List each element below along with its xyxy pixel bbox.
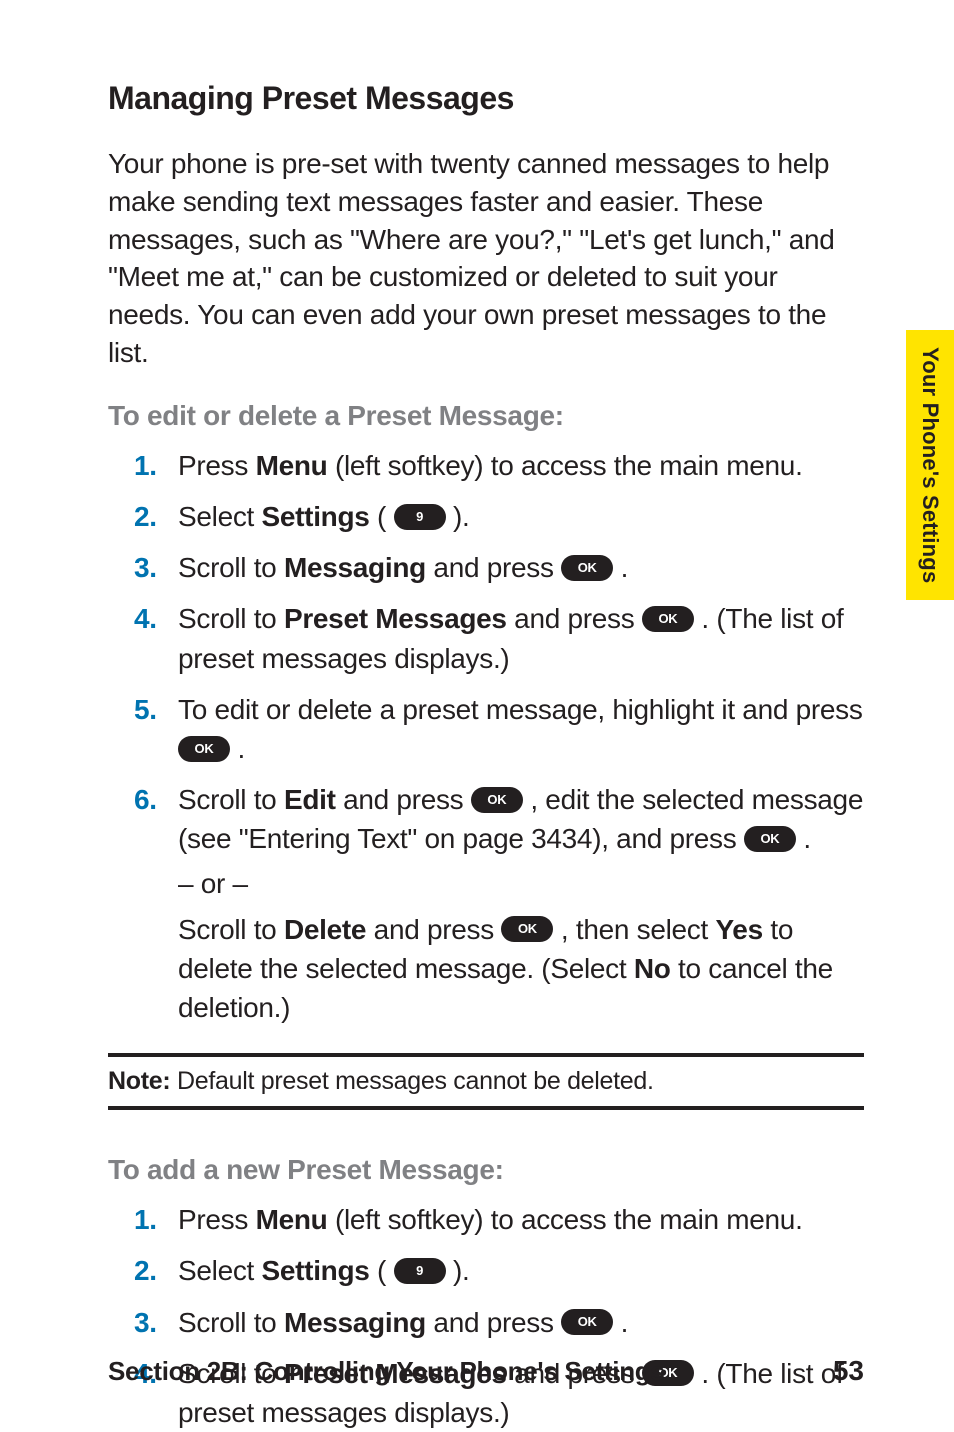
step-number: 4.	[134, 599, 157, 638]
bold-delete: Delete	[284, 914, 366, 945]
step-text: ).	[446, 1255, 470, 1286]
key-ok-icon: OK	[561, 555, 613, 581]
step-number: 5.	[134, 690, 157, 729]
key-ok-icon: OK	[642, 606, 694, 632]
step-number: 6.	[134, 780, 157, 819]
step-4: 4. Scroll to Preset Messages and press O…	[134, 599, 864, 677]
step-number: 3.	[134, 548, 157, 587]
side-tab-label: Your Phone's Settings	[917, 347, 943, 583]
bold-yes: Yes	[715, 914, 762, 945]
step-text: To edit or delete a preset message, high…	[178, 694, 863, 725]
step-1: 1. Press Menu (left softkey) to access t…	[134, 446, 864, 485]
step-5: 5. To edit or delete a preset message, h…	[134, 690, 864, 768]
steps-add-new: 1. Press Menu (left softkey) to access t…	[108, 1200, 864, 1432]
note-box: Note: Default preset messages cannot be …	[108, 1053, 864, 1110]
step-text: .	[613, 1307, 628, 1338]
step-text: and press	[426, 552, 561, 583]
step-number: 2.	[134, 497, 157, 536]
page-number: 53	[833, 1355, 864, 1387]
step-text: , then select	[553, 914, 715, 945]
section-heading: Managing Preset Messages	[108, 80, 864, 117]
step-text: (	[370, 1255, 394, 1286]
step-text: .	[230, 733, 245, 764]
bold-messaging: Messaging	[284, 552, 426, 583]
step-text: and press	[336, 784, 471, 815]
step-text: Scroll to	[178, 1307, 284, 1338]
note-rule-bottom	[108, 1106, 864, 1110]
step-text: Scroll to	[178, 914, 284, 945]
step-text: Select	[178, 1255, 262, 1286]
step-text: and press	[507, 603, 642, 634]
bold-menu: Menu	[256, 1204, 328, 1235]
note-text: Note: Default preset messages cannot be …	[108, 1063, 864, 1100]
page: Managing Preset Messages Your phone is p…	[0, 0, 954, 1431]
note-body: Default preset messages cannot be delete…	[170, 1067, 653, 1095]
subhead-add-new: To add a new Preset Message:	[108, 1154, 864, 1186]
step-text: (	[370, 501, 394, 532]
step-text: Press	[178, 1204, 256, 1235]
step-text: and press	[366, 914, 501, 945]
bold-settings: Settings	[262, 501, 370, 532]
key-9-icon: 9	[394, 1258, 446, 1284]
step-number: 3.	[134, 1303, 157, 1342]
or-separator: – or –	[178, 864, 864, 903]
page-footer: Section 2B: Controlling Your Phone's Set…	[108, 1355, 864, 1387]
subhead-edit-delete: To edit or delete a Preset Message:	[108, 400, 864, 432]
key-ok-icon: OK	[501, 916, 553, 942]
step-text: and press	[426, 1307, 561, 1338]
intro-paragraph: Your phone is pre-set with twenty canned…	[108, 145, 864, 372]
step-2: 2. Select Settings ( 9 ).	[134, 1251, 864, 1290]
step-text: .	[796, 823, 811, 854]
step-text: Press	[178, 450, 256, 481]
bold-edit: Edit	[284, 784, 336, 815]
step-text: (left softkey) to access the main menu.	[327, 1204, 802, 1235]
key-ok-icon: OK	[471, 787, 523, 813]
step-1: 1. Press Menu (left softkey) to access t…	[134, 1200, 864, 1239]
step-text: Select	[178, 501, 262, 532]
key-9-icon: 9	[394, 504, 446, 530]
key-ok-icon: OK	[178, 736, 230, 762]
step-3: 3. Scroll to Messaging and press OK .	[134, 1303, 864, 1342]
step-2: 2. Select Settings ( 9 ).	[134, 497, 864, 536]
bold-preset-messages: Preset Messages	[284, 603, 507, 634]
key-ok-icon: OK	[744, 826, 796, 852]
side-tab: Your Phone's Settings	[906, 330, 954, 600]
note-rule-top	[108, 1053, 864, 1057]
step-3: 3. Scroll to Messaging and press OK .	[134, 548, 864, 587]
steps-edit-delete: 1. Press Menu (left softkey) to access t…	[108, 446, 864, 1027]
step-number: 1.	[134, 1200, 157, 1239]
step-text: .	[613, 552, 628, 583]
key-ok-icon: OK	[561, 1309, 613, 1335]
step-text: Scroll to	[178, 784, 284, 815]
step-text: Scroll to	[178, 552, 284, 583]
bold-settings: Settings	[262, 1255, 370, 1286]
bold-menu: Menu	[256, 450, 328, 481]
step-number: 1.	[134, 446, 157, 485]
bold-messaging: Messaging	[284, 1307, 426, 1338]
bold-no: No	[634, 953, 671, 984]
footer-section-title: Section 2B: Controlling Your Phone's Set…	[108, 1356, 665, 1387]
step-text: Scroll to	[178, 603, 284, 634]
step-number: 2.	[134, 1251, 157, 1290]
step-6: 6. Scroll to Edit and press OK , edit th…	[134, 780, 864, 1027]
step-text: ).	[446, 501, 470, 532]
step-text: (left softkey) to access the main menu.	[327, 450, 802, 481]
note-label: Note:	[108, 1067, 170, 1095]
